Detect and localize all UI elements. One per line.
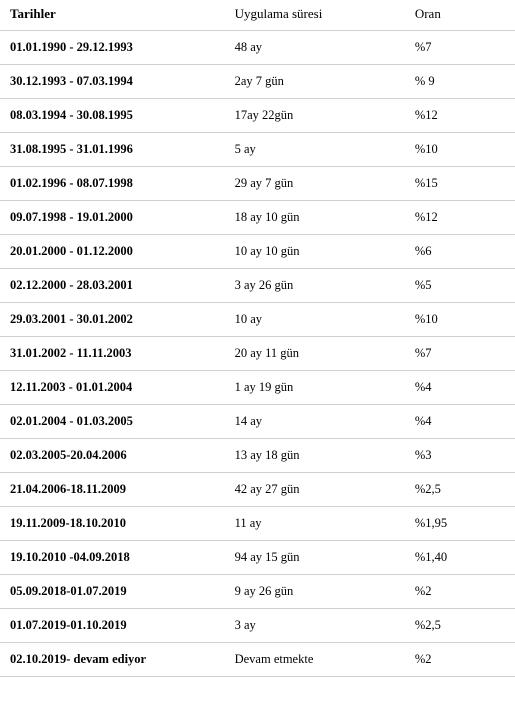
cell-duration: 48 ay [227, 31, 407, 65]
cell-rate: %10 [407, 303, 515, 337]
table-row: 19.10.2010 -04.09.201894 ay 15 gün%1,40 [0, 541, 515, 575]
table-row: 02.10.2019- devam ediyorDevam etmekte%2 [0, 643, 515, 677]
cell-rate: %2 [407, 575, 515, 609]
cell-dates: 31.01.2002 - 11.11.2003 [0, 337, 227, 371]
cell-dates: 09.07.1998 - 19.01.2000 [0, 201, 227, 235]
cell-rate: %1,40 [407, 541, 515, 575]
header-dates: Tarihler [0, 0, 227, 31]
cell-dates: 29.03.2001 - 30.01.2002 [0, 303, 227, 337]
header-duration: Uygulama süresi [227, 0, 407, 31]
cell-rate: %12 [407, 99, 515, 133]
table-row: 02.12.2000 - 28.03.20013 ay 26 gün%5 [0, 269, 515, 303]
table-row: 01.01.1990 - 29.12.199348 ay%7 [0, 31, 515, 65]
cell-dates: 01.01.1990 - 29.12.1993 [0, 31, 227, 65]
table-row: 01.02.1996 - 08.07.199829 ay 7 gün%15 [0, 167, 515, 201]
cell-dates: 12.11.2003 - 01.01.2004 [0, 371, 227, 405]
cell-duration: 2ay 7 gün [227, 65, 407, 99]
cell-duration: 20 ay 11 gün [227, 337, 407, 371]
cell-rate: %10 [407, 133, 515, 167]
cell-dates: 02.10.2019- devam ediyor [0, 643, 227, 677]
cell-duration: 11 ay [227, 507, 407, 541]
cell-rate: %12 [407, 201, 515, 235]
cell-dates: 02.12.2000 - 28.03.2001 [0, 269, 227, 303]
cell-duration: 14 ay [227, 405, 407, 439]
table-row: 29.03.2001 - 30.01.200210 ay%10 [0, 303, 515, 337]
cell-duration: 29 ay 7 gün [227, 167, 407, 201]
table-row: 31.01.2002 - 11.11.200320 ay 11 gün%7 [0, 337, 515, 371]
cell-duration: 10 ay 10 gün [227, 235, 407, 269]
cell-duration: Devam etmekte [227, 643, 407, 677]
cell-rate: %7 [407, 337, 515, 371]
rates-table: Tarihler Uygulama süresi Oran 01.01.1990… [0, 0, 515, 677]
cell-dates: 30.12.1993 - 07.03.1994 [0, 65, 227, 99]
cell-dates: 19.11.2009-18.10.2010 [0, 507, 227, 541]
table-row: 12.11.2003 - 01.01.20041 ay 19 gün%4 [0, 371, 515, 405]
cell-dates: 02.03.2005-20.04.2006 [0, 439, 227, 473]
table-row: 01.07.2019-01.10.20193 ay%2,5 [0, 609, 515, 643]
cell-duration: 5 ay [227, 133, 407, 167]
table-row: 08.03.1994 - 30.08.199517ay 22gün%12 [0, 99, 515, 133]
cell-dates: 31.08.1995 - 31.01.1996 [0, 133, 227, 167]
table-row: 02.01.2004 - 01.03.200514 ay%4 [0, 405, 515, 439]
cell-rate: %5 [407, 269, 515, 303]
cell-duration: 3 ay [227, 609, 407, 643]
cell-dates: 01.07.2019-01.10.2019 [0, 609, 227, 643]
cell-rate: %2,5 [407, 473, 515, 507]
cell-dates: 01.02.1996 - 08.07.1998 [0, 167, 227, 201]
cell-dates: 02.01.2004 - 01.03.2005 [0, 405, 227, 439]
table-row: 20.01.2000 - 01.12.200010 ay 10 gün%6 [0, 235, 515, 269]
cell-dates: 05.09.2018-01.07.2019 [0, 575, 227, 609]
cell-duration: 1 ay 19 gün [227, 371, 407, 405]
cell-duration: 9 ay 26 gün [227, 575, 407, 609]
cell-dates: 20.01.2000 - 01.12.2000 [0, 235, 227, 269]
cell-rate: %4 [407, 371, 515, 405]
table-row: 05.09.2018-01.07.20199 ay 26 gün%2 [0, 575, 515, 609]
table-row: 21.04.2006-18.11.200942 ay 27 gün%2,5 [0, 473, 515, 507]
table-row: 02.03.2005-20.04.200613 ay 18 gün%3 [0, 439, 515, 473]
table-row: 30.12.1993 - 07.03.19942ay 7 gün% 9 [0, 65, 515, 99]
cell-duration: 10 ay [227, 303, 407, 337]
table-body: 01.01.1990 - 29.12.199348 ay%730.12.1993… [0, 31, 515, 677]
cell-rate: %15 [407, 167, 515, 201]
table-header-row: Tarihler Uygulama süresi Oran [0, 0, 515, 31]
cell-rate: %6 [407, 235, 515, 269]
cell-duration: 17ay 22gün [227, 99, 407, 133]
cell-duration: 94 ay 15 gün [227, 541, 407, 575]
cell-dates: 21.04.2006-18.11.2009 [0, 473, 227, 507]
cell-duration: 13 ay 18 gün [227, 439, 407, 473]
cell-rate: %7 [407, 31, 515, 65]
cell-duration: 18 ay 10 gün [227, 201, 407, 235]
cell-rate: %3 [407, 439, 515, 473]
cell-rate: % 9 [407, 65, 515, 99]
cell-rate: %4 [407, 405, 515, 439]
cell-duration: 42 ay 27 gün [227, 473, 407, 507]
header-rate: Oran [407, 0, 515, 31]
cell-dates: 19.10.2010 -04.09.2018 [0, 541, 227, 575]
table-row: 09.07.1998 - 19.01.200018 ay 10 gün%12 [0, 201, 515, 235]
cell-dates: 08.03.1994 - 30.08.1995 [0, 99, 227, 133]
table-row: 19.11.2009-18.10.201011 ay%1,95 [0, 507, 515, 541]
cell-rate: %2 [407, 643, 515, 677]
cell-duration: 3 ay 26 gün [227, 269, 407, 303]
cell-rate: %1,95 [407, 507, 515, 541]
cell-rate: %2,5 [407, 609, 515, 643]
table-row: 31.08.1995 - 31.01.19965 ay%10 [0, 133, 515, 167]
